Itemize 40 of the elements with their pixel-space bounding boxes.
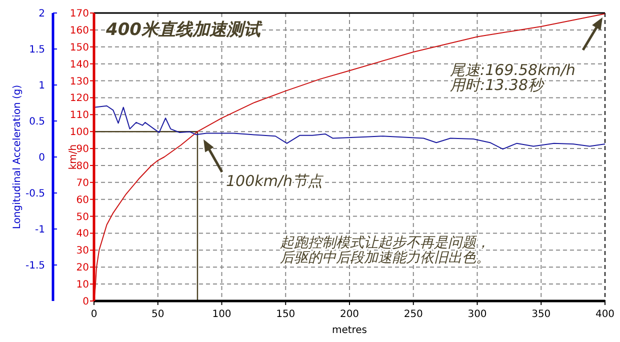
y-tick-label: 60 bbox=[76, 194, 89, 206]
y-tick-label: 110 bbox=[70, 110, 89, 122]
y2-tick-label: 0.5 bbox=[29, 116, 45, 128]
y-tick-label: 130 bbox=[70, 76, 89, 88]
annotation: 用时:13.38秒 bbox=[450, 76, 544, 94]
y-tick-label: 170 bbox=[70, 8, 89, 20]
y-tick-label: 10 bbox=[76, 280, 89, 291]
annotation: 起跑控制模式让起步不再是问题， bbox=[280, 235, 490, 251]
y2-tick-label: -1.5 bbox=[25, 260, 45, 272]
x-tick-label: 350 bbox=[532, 309, 551, 320]
y-tick-label: 140 bbox=[70, 59, 89, 70]
y-tick-label: 80 bbox=[76, 160, 89, 172]
x-tick-label: 200 bbox=[340, 309, 360, 320]
y-tick-label: 50 bbox=[76, 212, 89, 223]
y-tick-label: 160 bbox=[70, 25, 89, 36]
y-tick-label: 70 bbox=[76, 178, 89, 189]
x-tick-label: 250 bbox=[404, 309, 423, 320]
y-tick-label: 150 bbox=[70, 42, 89, 54]
y-tick-label: 120 bbox=[70, 93, 89, 104]
x-tick-label: 100 bbox=[212, 309, 232, 320]
y-tick-label: 40 bbox=[76, 228, 89, 240]
y-tick-label: 0 bbox=[82, 296, 89, 308]
y-tick-label: 90 bbox=[76, 144, 89, 156]
x-tick-label: 0 bbox=[90, 309, 98, 320]
y2-tick-label: -0.5 bbox=[25, 188, 45, 200]
x-tick-label: 300 bbox=[468, 309, 487, 320]
y-tick-label: 20 bbox=[76, 262, 89, 274]
x-tick-label: 150 bbox=[276, 309, 296, 320]
x-axis-title: metres bbox=[332, 325, 368, 336]
y-tick-label: 100 bbox=[70, 127, 89, 138]
annotation: 尾速:169.58km/h bbox=[450, 61, 576, 79]
y2-axis-title: Longitudinal Acceleration (g) bbox=[12, 84, 23, 230]
x-tick-label: 50 bbox=[152, 309, 164, 320]
y2-tick-label: 1 bbox=[38, 80, 45, 92]
y2-tick-label: 2 bbox=[38, 8, 45, 20]
y2-tick-label: 0 bbox=[38, 152, 45, 164]
y2-tick-label: 1.5 bbox=[29, 44, 45, 56]
y2-tick-label: -1 bbox=[35, 224, 45, 236]
x-tick-label: 400 bbox=[595, 309, 615, 320]
y-tick-label: 30 bbox=[76, 246, 89, 257]
